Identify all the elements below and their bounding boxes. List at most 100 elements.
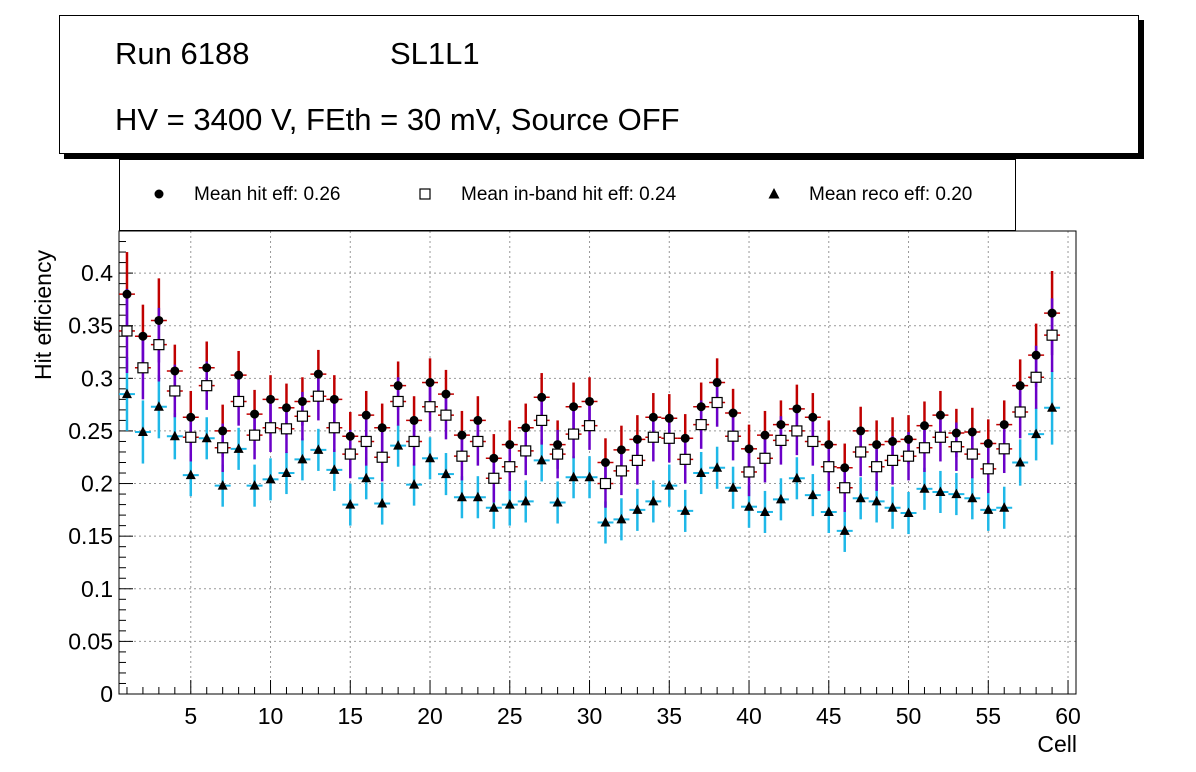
inband-marker xyxy=(695,419,707,431)
reco-marker xyxy=(632,504,643,514)
inband-marker xyxy=(982,463,994,475)
reco-marker xyxy=(983,504,994,514)
hit-marker xyxy=(409,415,419,425)
hit-marker xyxy=(983,439,993,449)
reco-marker xyxy=(616,513,627,524)
y-tick-label: 0.2 xyxy=(81,471,113,497)
hit-marker xyxy=(680,433,690,443)
inband-marker xyxy=(392,395,404,408)
hit-marker xyxy=(792,404,802,414)
inband-marker xyxy=(950,441,962,453)
x-tick-label: 55 xyxy=(975,703,1001,729)
reco-marker xyxy=(823,506,834,516)
inband-marker xyxy=(201,380,213,392)
hit-marker xyxy=(457,430,467,440)
hit-marker xyxy=(616,445,626,455)
hit-marker xyxy=(760,430,770,440)
inband-marker xyxy=(536,414,548,427)
y-tick-label: 0.15 xyxy=(68,523,113,549)
inband-marker xyxy=(1014,406,1026,418)
reco-marker xyxy=(217,480,228,490)
reco-marker xyxy=(233,443,244,453)
reco-marker xyxy=(185,469,196,480)
hit-marker xyxy=(744,444,754,454)
inband-marker xyxy=(169,385,181,397)
inband-marker xyxy=(280,423,293,435)
inband-marker xyxy=(663,432,675,444)
y-tick-label: 0.05 xyxy=(68,628,113,654)
hit-marker xyxy=(521,423,531,433)
legend-entry-reco: Mean reco eff: 0.20 xyxy=(768,184,973,206)
reco-marker xyxy=(297,453,308,464)
inband-marker xyxy=(998,443,1010,455)
inband-marker xyxy=(727,430,739,442)
inband-marker xyxy=(1030,371,1042,383)
hit-marker xyxy=(632,434,642,444)
legend-entry-inband: Mean in-band hit eff: 0.24 xyxy=(419,184,676,206)
inband-marker xyxy=(918,442,931,454)
hit-marker xyxy=(888,436,898,446)
x-tick-label: 45 xyxy=(816,703,842,729)
reco-marker xyxy=(345,499,356,509)
inband-marker xyxy=(1046,329,1058,341)
reco-marker xyxy=(329,464,340,474)
inband-marker xyxy=(296,410,309,422)
inband-marker xyxy=(855,446,867,458)
hit-marker xyxy=(186,412,196,422)
x-tick-label: 15 xyxy=(337,703,363,729)
layer-label: SL1L1 xyxy=(390,36,480,71)
inband-marker xyxy=(264,422,277,434)
reco-marker xyxy=(137,426,148,436)
reco-marker xyxy=(791,472,802,483)
legend: Mean hit eff: 0.26 Mean in-band hit eff:… xyxy=(119,159,1016,231)
hit-marker xyxy=(489,453,499,463)
reco-marker xyxy=(871,495,882,506)
inband-marker xyxy=(743,466,755,478)
reco-marker xyxy=(201,432,212,443)
legend-entry-hit: Mean hit eff: 0.26 xyxy=(154,184,340,206)
inband-marker xyxy=(360,435,372,448)
legend-marker-circle xyxy=(154,189,164,199)
reco-marker xyxy=(1047,402,1058,412)
hit-marker xyxy=(425,378,435,388)
x-axis-label: Cell xyxy=(1037,731,1077,757)
inband-marker xyxy=(902,450,915,462)
x-tick-label: 35 xyxy=(656,703,682,729)
reco-marker xyxy=(648,495,659,506)
reco-marker xyxy=(552,496,563,507)
hit-marker xyxy=(297,396,307,406)
legend-label-reco: Mean reco eff: 0.20 xyxy=(809,184,973,205)
hit-marker xyxy=(154,315,164,325)
inband-marker xyxy=(871,461,883,473)
hit-marker xyxy=(393,381,403,391)
reco-marker xyxy=(584,471,595,482)
reco-marker xyxy=(887,502,898,512)
reco-marker xyxy=(744,501,755,511)
hit-marker xyxy=(856,426,866,436)
reco-marker xyxy=(488,502,499,512)
x-tick-label: 10 xyxy=(258,703,284,729)
y-tick-label: 0.4 xyxy=(81,260,113,286)
x-tick-label: 20 xyxy=(417,703,443,729)
reco-marker xyxy=(440,468,451,479)
reco-marker xyxy=(967,492,978,503)
run-label: Run 6188 xyxy=(115,36,250,71)
hit-marker xyxy=(313,369,323,379)
inband-marker xyxy=(647,431,659,443)
hit-marker xyxy=(234,370,244,380)
reco-marker xyxy=(935,486,946,496)
y-axis-label: Hit efficiency xyxy=(30,250,56,380)
inband-marker xyxy=(456,450,468,462)
reco-marker xyxy=(807,489,818,500)
reco-marker xyxy=(999,502,1010,512)
x-tick-label: 60 xyxy=(1055,703,1081,729)
hit-marker xyxy=(329,394,339,404)
inband-marker xyxy=(807,435,819,448)
reco-marker xyxy=(839,525,850,535)
reco-marker xyxy=(775,493,786,504)
y-tick-label: 0.25 xyxy=(68,418,113,444)
inband-marker xyxy=(185,431,197,443)
inband-marker xyxy=(153,339,165,351)
reco-marker xyxy=(425,452,436,463)
reco-marker xyxy=(393,440,404,450)
